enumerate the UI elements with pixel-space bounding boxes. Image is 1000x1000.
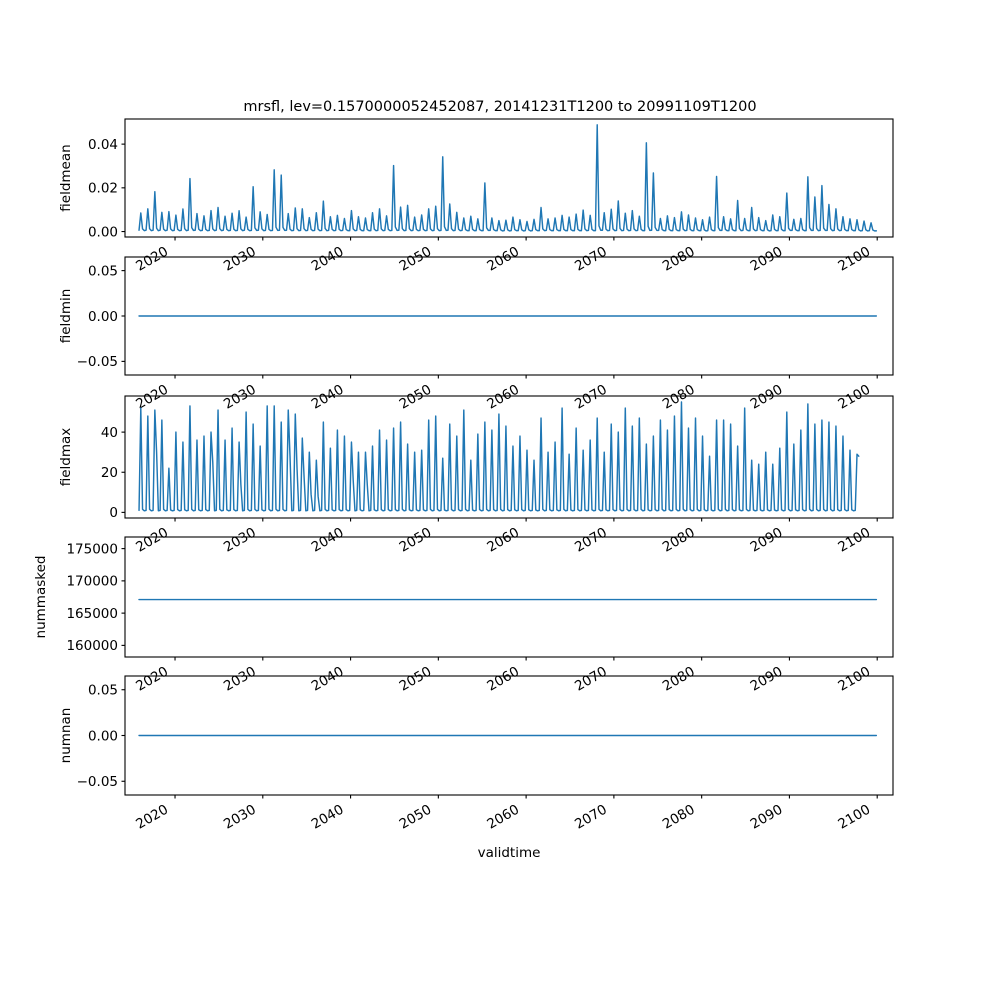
y-tick-label: 160000: [66, 638, 118, 654]
y-tick-label: 0.00: [88, 728, 118, 744]
y-tick-label: 0.05: [88, 683, 118, 699]
y-tick-label: 175000: [66, 541, 118, 557]
y-tick-label: 0.00: [88, 309, 118, 325]
y-axis-label-numnan: numnan: [58, 708, 74, 764]
y-tick-label: 0.02: [88, 181, 118, 197]
y-tick-label: 0.00: [88, 224, 118, 240]
y-axis-label-fieldmean: fieldmean: [58, 144, 74, 211]
y-tick-label: −0.05: [77, 354, 118, 370]
y-tick-label: 170000: [66, 574, 118, 590]
figure-title: mrsfl, lev=0.1570000052452087, 20141231T…: [243, 99, 756, 115]
axes-frame: [124, 118, 894, 238]
y-tick-label: 40: [101, 425, 118, 441]
y-tick-label: 20: [101, 465, 118, 481]
y-tick-label: 165000: [66, 606, 118, 622]
y-axis-label-nummasked: nummasked: [33, 556, 49, 639]
data-line-fieldmean: [138, 124, 878, 232]
axes-frame: [124, 536, 894, 658]
y-axis-label-fieldmin: fieldmin: [58, 289, 74, 344]
y-tick-label: 0.04: [88, 137, 118, 153]
y-tick-label: 0.05: [88, 263, 118, 279]
y-tick-label: 0: [109, 505, 118, 521]
y-axis-label-fieldmax: fieldmax: [58, 428, 74, 487]
x-axis-label: validtime: [478, 845, 541, 861]
y-tick-label: −0.05: [77, 774, 118, 790]
data-line-fieldmax: [138, 401, 860, 512]
axes-frame: [124, 395, 894, 519]
